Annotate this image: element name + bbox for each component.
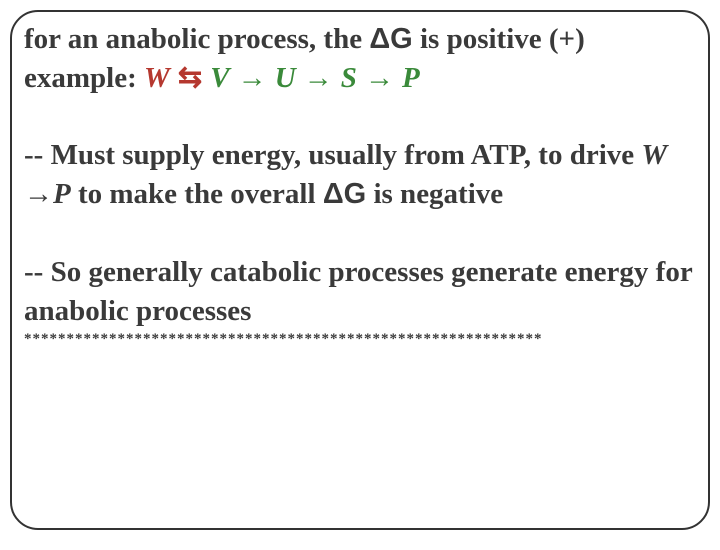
delta-g-2: ΔG [323, 178, 366, 210]
equilibrium-icon: ⇆ [170, 62, 210, 94]
text-anabolic-intro: for an anabolic process, the [24, 23, 369, 55]
letter-p-plain: P [53, 178, 71, 210]
letter-w-plain: W [641, 139, 666, 171]
letter-u: U [275, 62, 296, 94]
para-atp: -- Must supply energy, usually from ATP,… [24, 136, 696, 214]
delta-g-1: ΔG [369, 23, 412, 55]
letter-p: P [402, 62, 420, 94]
para-catabolic: -- So generally catabolic processes gene… [24, 253, 696, 331]
divider-stars: ****************************************… [24, 331, 696, 348]
letter-s: S [341, 62, 357, 94]
para-example: example: W ⇆ V → U → S → P [24, 59, 696, 98]
text-example-label: example: [24, 62, 144, 94]
text-must-supply: -- Must supply energy, usually from ATP,… [24, 139, 641, 171]
para-1: for an anabolic process, the ΔG is posit… [24, 20, 696, 59]
arrow-plain-icon: → [24, 178, 53, 210]
text-positive: is positive (+) [413, 23, 585, 55]
arrow-icon-1: → [230, 62, 275, 94]
text-negative: is negative [366, 178, 503, 210]
letter-w: W [144, 62, 170, 94]
text-catabolic: -- So generally catabolic processes gene… [24, 256, 692, 327]
arrow-icon-3: → [357, 62, 402, 94]
letter-v: V [210, 62, 229, 94]
slide-frame: for an anabolic process, the ΔG is posit… [10, 10, 710, 530]
arrow-icon-2: → [296, 62, 341, 94]
text-make-overall: to make the overall [71, 178, 323, 210]
